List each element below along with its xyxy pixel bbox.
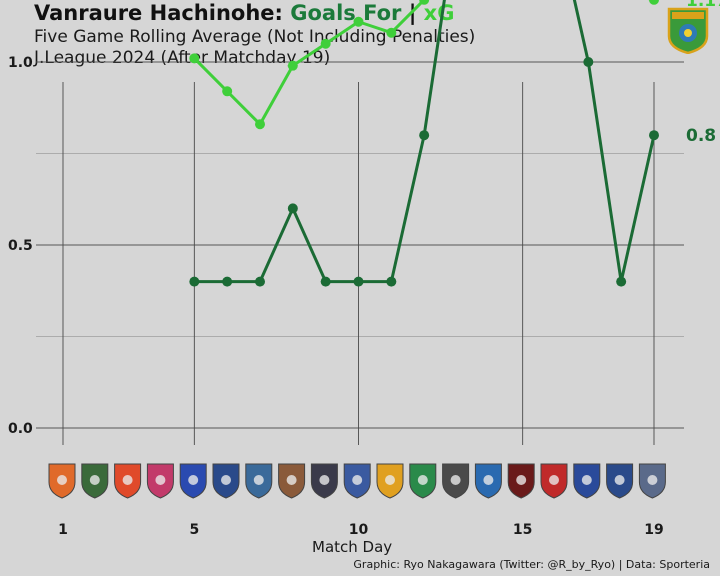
xg-point xyxy=(189,53,200,64)
xg-point xyxy=(320,38,331,49)
xg-point xyxy=(649,0,659,5)
xg-point xyxy=(222,86,233,97)
opponent-crest-icon xyxy=(606,463,634,499)
opponent-crest-icon xyxy=(245,463,273,499)
xg-point xyxy=(287,60,298,71)
crest-emblem xyxy=(647,475,658,485)
opponent-crest-icon xyxy=(179,463,207,499)
y-tick-label: 0.5 xyxy=(8,238,33,254)
crest-emblem xyxy=(286,475,297,485)
crest-emblem xyxy=(319,475,330,485)
crest-emblem xyxy=(385,475,395,485)
goals-for-point xyxy=(189,276,200,287)
goals-for-point xyxy=(649,130,659,141)
crest-emblem xyxy=(581,475,592,485)
opponent-crest-icon xyxy=(409,463,437,499)
x-tick-label: 10 xyxy=(349,522,369,538)
opponent-crest-icon xyxy=(573,463,601,499)
xg-end-label: 1.17 xyxy=(686,0,720,11)
x-tick-label: 1 xyxy=(58,522,68,538)
crest-emblem xyxy=(89,475,100,485)
crest-emblem xyxy=(483,475,494,485)
crest-emblem xyxy=(450,475,461,485)
crest-emblem xyxy=(516,475,527,485)
goals-for-point xyxy=(616,276,627,287)
goals-for-point xyxy=(353,276,364,287)
goals-for-point xyxy=(255,276,265,287)
opponent-logos xyxy=(48,463,666,499)
x-tick-label: 19 xyxy=(644,522,663,538)
crest-emblem xyxy=(549,475,559,485)
xg-point xyxy=(419,0,430,5)
goals-for-point xyxy=(222,276,233,287)
goals-for-point xyxy=(287,203,298,214)
opponent-crest-icon xyxy=(442,463,470,499)
xg-line xyxy=(193,0,654,126)
opponent-crest-icon xyxy=(212,463,240,499)
crest-emblem xyxy=(352,475,363,485)
credit-text: Graphic: Ryo Nakagawara (Twitter: @R_by_… xyxy=(353,558,710,571)
goals-for-point xyxy=(419,130,430,141)
opponent-crest-icon xyxy=(474,463,502,499)
x-tick-label: 15 xyxy=(513,522,532,538)
crest-emblem xyxy=(614,475,625,485)
crest-emblem xyxy=(221,475,231,485)
xg-point xyxy=(386,27,397,38)
x-axis-ticks: 1 5 10 15 19 xyxy=(58,522,664,538)
y-tick-label: 0.0 xyxy=(8,421,33,437)
crest-emblem xyxy=(417,475,428,485)
goals-for-point xyxy=(583,57,594,67)
goals-for-end-label: 0.8 xyxy=(686,126,716,146)
crest-emblem xyxy=(155,475,166,485)
opponent-crest-icon xyxy=(278,463,306,499)
opponent-crest-icon xyxy=(81,463,109,499)
title-goals-for: Goals For xyxy=(290,1,402,25)
x-axis-label: Match Day xyxy=(312,538,393,556)
goals-for-line xyxy=(194,0,656,284)
crest-emblem xyxy=(253,475,264,485)
crest-emblem xyxy=(57,475,67,485)
xg-point xyxy=(255,119,265,130)
title-xg: xG xyxy=(423,1,455,25)
goals-for-point xyxy=(320,276,331,287)
opponent-crest-icon xyxy=(343,463,371,499)
title-team: Vanraure Hachinohe: xyxy=(34,1,283,25)
chart-subtitle: Five Game Rolling Average (Not Including… xyxy=(34,27,476,47)
xg-point xyxy=(353,16,364,27)
y-axis-ticks: 0.00.51.01.5 xyxy=(8,55,33,437)
goals-for-point xyxy=(386,276,397,287)
end-labels: 1.17 0.8 xyxy=(686,0,720,146)
opponent-crest-icon xyxy=(146,463,174,499)
vanraure-logo-icon xyxy=(667,7,709,54)
opponent-crest-icon xyxy=(507,463,535,499)
opponent-crest-icon xyxy=(310,463,338,499)
opponent-crest-icon xyxy=(48,463,76,499)
y-tick-label: 1.0 xyxy=(8,55,33,71)
opponent-crest-icon xyxy=(114,463,142,499)
chart-title: Vanraure Hachinohe: Goals For | xG xyxy=(34,1,454,25)
x-tick-label: 5 xyxy=(189,522,199,538)
series-layer xyxy=(189,0,659,287)
opponent-crest-icon xyxy=(540,463,568,499)
opponent-crest-icon xyxy=(376,463,404,499)
grid xyxy=(36,61,684,445)
chart-subtitle-league: J.League 2024 (After Matchday 19) xyxy=(34,48,331,68)
opponent-crest-icon xyxy=(638,463,666,499)
crest-emblem xyxy=(188,475,199,485)
crest-emblem xyxy=(122,475,133,485)
